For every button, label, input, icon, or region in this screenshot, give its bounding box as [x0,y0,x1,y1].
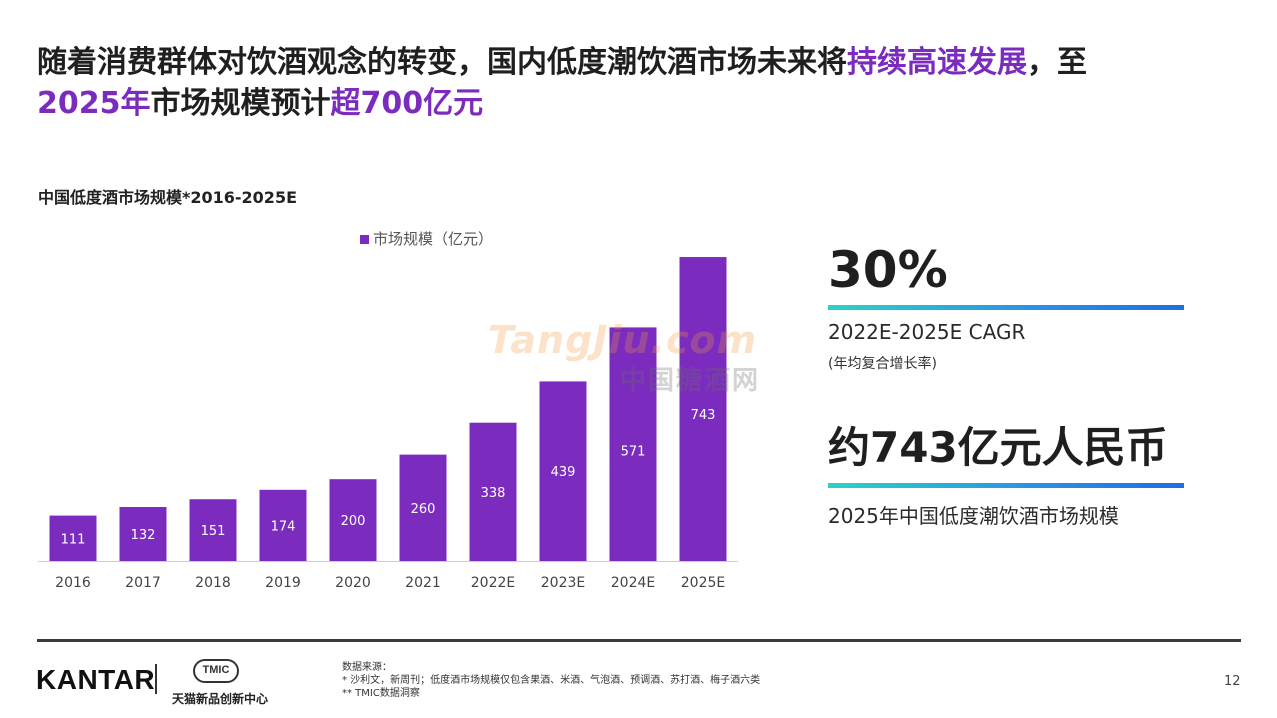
bar-value-label: 743 [691,408,716,423]
cagr-value: 30% [828,241,948,299]
headline-highlight-year: 2025年 [37,86,151,121]
x-tick-label: 2018 [195,575,231,591]
x-tick-label: 2017 [125,575,161,591]
x-tick-label: 2024E [611,575,655,591]
chart-title: 中国低度酒市场规模*2016-2025E [38,188,298,207]
source-note-1: * 沙利文，新周刊；低度酒市场规模仅包含果酒、米酒、气泡酒、预调酒、苏打酒、梅子… [342,675,761,686]
footer-divider [37,639,1241,642]
bar [679,257,727,561]
bar-value-label: 260 [411,502,436,517]
x-tick-label: 2021 [405,575,441,591]
x-tick-label: 2020 [335,575,371,591]
headline-part1: 随着消费群体对饮酒观念的转变，国内低度潮饮酒市场未来将 [37,45,847,80]
page-number: 12 [1224,674,1241,689]
bar-value-label: 151 [201,524,226,539]
bar [119,507,167,561]
x-tick-label: 2025E [681,575,725,591]
tmic-logo: TMIC [193,659,239,683]
x-tick-label: 2019 [265,575,301,591]
bar-value-label: 338 [481,486,506,501]
bar [189,499,237,561]
bar [329,479,377,561]
bar [49,515,97,561]
headline-highlight-size: 超700亿元 [330,86,484,121]
source-title: 数据来源： [342,662,392,673]
cagr-divider [828,305,1184,310]
bar-value-label: 111 [61,532,86,547]
cagr-label: 2022E-2025E CAGR [828,320,1026,344]
logo-separator [155,664,157,694]
bar [399,454,447,561]
headline-part3: 市场规模预计 [150,86,331,121]
market-size-divider [828,483,1184,488]
bar-value-label: 571 [621,444,646,459]
market-size-value: 约743亿元人民币 [828,423,1168,472]
kantar-logo: KANTAR [36,664,156,695]
headline-highlight-growth: 持续高速发展 [847,45,1027,80]
bar-value-label: 174 [271,519,296,534]
headline-part2: ，至 [1027,45,1087,80]
x-tick-label: 2023E [541,575,585,591]
tmic-logo-subtitle: 天猫新品创新中心 [172,692,269,706]
bar-value-label: 200 [341,514,366,529]
market-size-bar-chart: 市场规模（亿元） 111 2016 132 2017 151 2018 174 2019 200 2… [38,230,738,591]
legend-swatch [360,235,369,244]
bar [259,489,307,561]
x-tick-label: 2016 [55,575,91,591]
cagr-sublabel: (年均复合增长率) [828,356,937,372]
x-tick-label: 2022E [471,575,515,591]
legend-label: 市场规模（亿元） [373,230,493,248]
market-size-label: 2025年中国低度潮饮酒市场规模 [828,504,1119,528]
source-notes: 数据来源： * 沙利文，新周刊；低度酒市场规模仅包含果酒、米酒、气泡酒、预调酒、… [342,661,760,700]
bar-value-label: 132 [131,528,156,543]
bar [539,381,587,561]
tmic-logo-text: TMIC [202,664,230,676]
bar [469,422,517,561]
page-headline: 随着消费群体对饮酒观念的转变，国内低度潮饮酒市场未来将持续高速发展，至 2025… [37,42,1237,124]
bar [609,327,657,561]
bar-value-label: 439 [551,465,576,480]
source-note-2: ** TMIC数据洞察 [342,688,420,699]
